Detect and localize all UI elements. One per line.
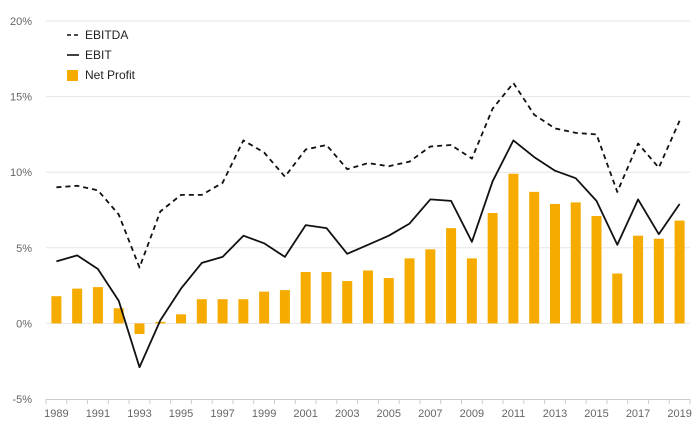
y-tick-label: 0% [16, 318, 32, 330]
bar-net-profit [300, 271, 311, 324]
x-tick-label: 1999 [252, 408, 276, 420]
bar-net-profit [279, 290, 290, 324]
bar-net-profit [508, 173, 519, 324]
legend-swatch-net-profit [67, 70, 78, 81]
legend-item-net-profit[interactable]: Net Profit [67, 68, 136, 82]
legend-label-ebitda: EBITDA [85, 28, 128, 42]
bar-net-profit [633, 235, 644, 324]
bar-net-profit [591, 216, 602, 324]
x-tick-label: 2013 [543, 408, 567, 420]
x-tick-label: 1991 [86, 408, 110, 420]
bar-net-profit [217, 299, 228, 324]
bar-net-profit [51, 296, 62, 324]
x-tick-label: 2009 [460, 408, 484, 420]
bar-net-profit [466, 258, 477, 324]
bar-net-profit [321, 271, 332, 324]
x-tick-label: 2003 [335, 408, 359, 420]
bar-net-profit [653, 238, 664, 324]
line-series [56, 82, 681, 369]
bar-net-profit [612, 273, 623, 324]
bar-net-profit [92, 287, 103, 324]
bar-net-profit [113, 308, 124, 324]
x-tick-label: 2019 [667, 408, 691, 420]
bar-net-profit [487, 213, 498, 324]
y-tick-label: -5% [12, 394, 32, 406]
bar-net-profit [196, 299, 207, 324]
bar-net-profit [446, 228, 457, 324]
legend-label-net-profit: Net Profit [85, 68, 136, 82]
net-profit-bars [51, 173, 685, 334]
x-tick-label: 2005 [377, 408, 401, 420]
bar-net-profit [259, 291, 270, 324]
bar-net-profit [404, 258, 415, 324]
bar-net-profit [549, 203, 560, 324]
line-ebit [56, 139, 681, 369]
y-tick-label: 20% [10, 16, 32, 28]
bar-net-profit [238, 299, 249, 324]
x-tick-label: 2015 [584, 408, 608, 420]
bar-net-profit [342, 281, 353, 324]
x-tick-label: 1995 [169, 408, 193, 420]
x-tick-label: 2011 [502, 408, 526, 420]
axes: 1989 1991 1993 1995 1997 1999 2001 2003 2005 2007… [44, 399, 692, 420]
bar-net-profit [529, 191, 540, 324]
y-tick-label: 10% [10, 167, 32, 179]
bar-net-profit [570, 202, 581, 324]
bar-net-profit [72, 288, 83, 324]
x-tick-label: 2001 [293, 408, 317, 420]
x-tick-label: 1997 [210, 408, 234, 420]
x-tick-label: 2007 [418, 408, 442, 420]
bar-net-profit [363, 270, 373, 324]
legend-item-ebitda[interactable]: EBITDA [67, 28, 128, 42]
x-tick-label: 2017 [626, 408, 650, 420]
x-tick-label: 1993 [127, 408, 151, 420]
bar-net-profit [674, 220, 685, 324]
y-tick-label: 5% [16, 243, 32, 255]
bar-net-profit [134, 323, 145, 334]
legend-item-ebit[interactable]: EBIT [67, 48, 112, 62]
x-tick-label: 1989 [44, 408, 68, 420]
line-ebitda [56, 82, 681, 269]
bar-net-profit [383, 278, 394, 324]
legend-label-ebit: EBIT [85, 48, 112, 62]
bar-net-profit [425, 249, 436, 324]
y-tick-label: 15% [10, 92, 32, 104]
bar-net-profit [176, 314, 187, 324]
legend: EBITDA EBIT Net Profit [67, 28, 136, 82]
